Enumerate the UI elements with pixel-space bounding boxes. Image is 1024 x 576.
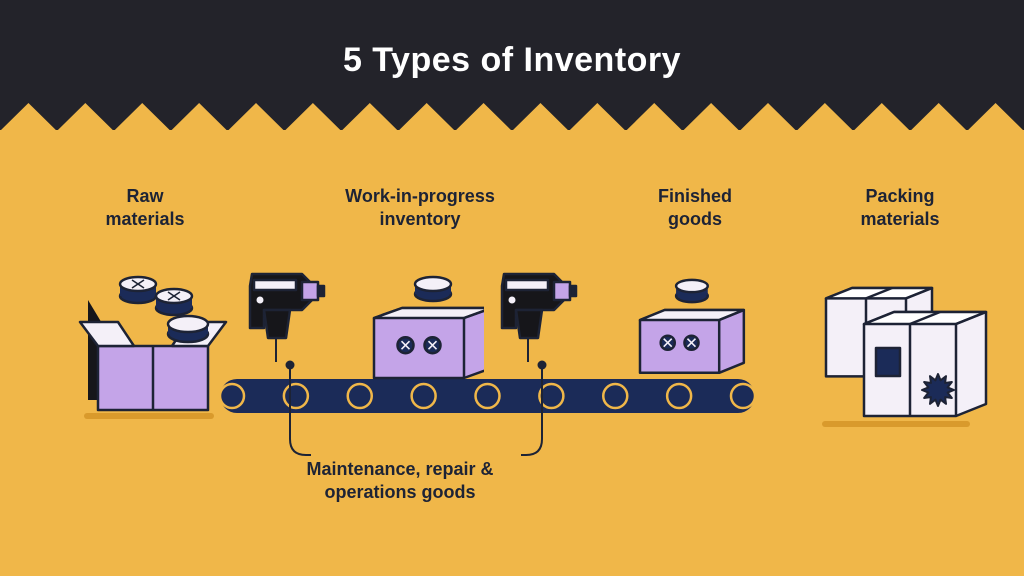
label-finished: Finished goods: [625, 185, 765, 230]
label-line: Packing: [865, 186, 934, 206]
finished-box-icon: [630, 276, 750, 396]
drill-icon: [494, 256, 584, 366]
label-raw-materials: Raw materials: [75, 185, 215, 230]
label-packing: Packing materials: [820, 185, 980, 230]
packing-boxes-icon: [818, 270, 988, 430]
label-line: Finished: [658, 186, 732, 206]
header: 5 Types of Inventory: [0, 0, 1024, 130]
label-wip: Work-in-progress inventory: [300, 185, 540, 230]
label-line: Raw: [126, 186, 163, 206]
drill-icon: [242, 256, 332, 366]
label-line: operations goods: [324, 482, 475, 502]
label-line: inventory: [379, 209, 460, 229]
main-area: Raw materials Work-in-progress inventory…: [0, 130, 1024, 576]
label-line: materials: [860, 209, 939, 229]
wip-box-icon: [364, 274, 484, 394]
label-line: materials: [105, 209, 184, 229]
zigzag-divider: [0, 103, 1024, 131]
label-line: goods: [668, 209, 722, 229]
page-title: 5 Types of Inventory: [343, 41, 681, 80]
label-line: Work-in-progress: [345, 186, 495, 206]
raw-materials-icon: [70, 260, 230, 420]
